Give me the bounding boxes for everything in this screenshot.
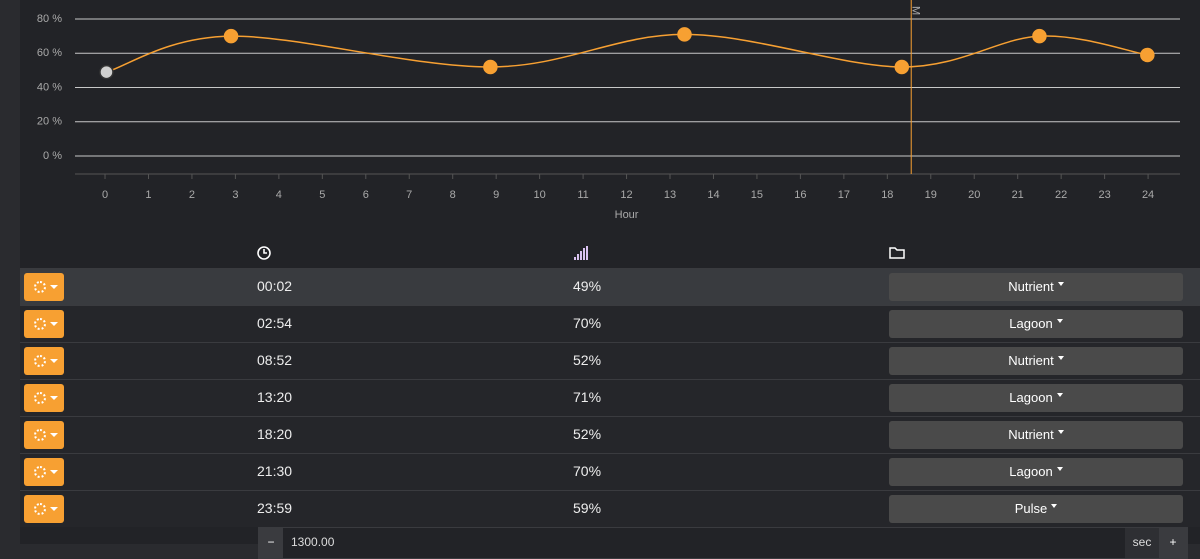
x-tick-label: 21	[1012, 189, 1024, 201]
clock-icon	[257, 246, 271, 260]
table-row: 18:20 52% Nutrient	[20, 416, 1200, 453]
time: 00:02	[257, 278, 293, 294]
chart: 0 %20 %40 %60 %80 %0 1 2 3 4 5 6 7 8 9 10 11 12 13 14 1…	[37, 0, 1180, 260]
time: 23:59	[257, 500, 293, 516]
x-tick-label: 5	[319, 189, 325, 201]
time: 02:54	[257, 315, 293, 331]
settings-button[interactable]	[24, 384, 64, 412]
program-dropdown[interactable]: Pulse	[889, 495, 1183, 523]
level: 59%	[573, 500, 602, 516]
x-tick-label: 15	[751, 189, 763, 201]
table-row: 21:30 70% Lagoon	[20, 453, 1200, 490]
y-tick-label: 20 %	[37, 116, 62, 128]
level: 49%	[573, 278, 602, 294]
x-tick-label: 10	[534, 189, 546, 201]
x-tick-label: 16	[794, 189, 806, 201]
level: 52%	[573, 426, 602, 442]
x-tick-label: 12	[620, 189, 632, 201]
x-tick-label: 23	[1098, 189, 1110, 201]
point	[483, 59, 498, 75]
gear-icon	[34, 466, 46, 478]
y-tick-label: 0 %	[43, 150, 62, 162]
page: 0 % 20 % 40 % 60 % 80 % 0 1 2 3 4 5 6 7 8 9 10 11 12 13 14 1…	[0, 0, 1200, 544]
value-input[interactable]: 1300.00	[291, 535, 335, 549]
x-tick-label: 17	[838, 189, 850, 201]
point	[894, 59, 910, 75]
table-row: 00:02 49% Nutrient	[20, 268, 1200, 305]
gear-icon	[34, 318, 46, 330]
level: 70%	[573, 315, 602, 331]
table-row: 23:59 59% Pulse	[20, 490, 1200, 527]
x-tick-label: 20	[968, 189, 980, 201]
gear-icon	[34, 429, 46, 441]
x-tick-label: 22	[1055, 189, 1067, 201]
y-tick-label: 40 %	[37, 81, 62, 93]
x-tick-label: 19	[925, 189, 937, 201]
program-dropdown[interactable]: Lagoon	[889, 458, 1183, 486]
point	[1140, 47, 1155, 63]
folder-icon	[889, 247, 905, 259]
x-tick-label: 18	[881, 189, 893, 201]
program-dropdown[interactable]: Lagoon	[889, 384, 1183, 412]
time: 21:30	[257, 463, 293, 479]
plus-button[interactable]: +	[1159, 528, 1187, 558]
level: 71%	[573, 389, 602, 405]
x-tick-label: 2	[189, 189, 195, 201]
level: 52%	[573, 352, 602, 368]
y-tick-label: 80 %	[37, 13, 62, 25]
x-tick-label: 14	[707, 189, 719, 201]
table-row: 08:52 52% Nutrient	[20, 342, 1200, 379]
program-dropdown[interactable]: Nutrient	[889, 273, 1183, 301]
program-dropdown[interactable]: Lagoon	[889, 310, 1183, 338]
time: 18:20	[257, 426, 293, 442]
gear-icon	[34, 281, 46, 293]
settings-button[interactable]	[24, 495, 64, 523]
x-axis-label: Hour	[615, 209, 639, 221]
minus-button[interactable]: −	[259, 528, 283, 558]
x-tick-label: 13	[664, 189, 676, 201]
program-dropdown[interactable]: Nutrient	[889, 421, 1183, 449]
x-tick-label: 4	[276, 189, 282, 201]
settings-button[interactable]	[24, 310, 64, 338]
x-tick-label: 9	[493, 189, 499, 201]
table-row: 13:20 71% Lagoon	[20, 379, 1200, 416]
gear-icon	[34, 392, 46, 404]
point	[99, 64, 114, 80]
x-tick-label: 11	[577, 189, 588, 201]
series-line	[106, 33, 1148, 73]
settings-button[interactable]	[24, 273, 64, 301]
x-tick-label: 24	[1142, 189, 1154, 201]
x-tick-label: 8	[450, 189, 456, 201]
now-label: M	[909, 6, 921, 15]
program-dropdown[interactable]: Nutrient	[889, 347, 1183, 375]
x-tick-label: 3	[232, 189, 238, 201]
settings-button[interactable]	[24, 347, 64, 375]
signal-icon	[574, 246, 588, 260]
time: 13:20	[257, 389, 293, 405]
point	[223, 28, 239, 44]
point	[677, 27, 692, 42]
settings-button[interactable]	[24, 421, 64, 449]
point	[1032, 28, 1047, 44]
table-row: 02:54 70% Lagoon	[20, 305, 1200, 342]
level: 70%	[573, 463, 602, 479]
time: 08:52	[257, 352, 293, 368]
x-tick-label: 1	[145, 189, 151, 201]
gear-icon	[34, 503, 46, 515]
footer-input: −1300.00 sec +	[258, 527, 1188, 559]
settings-button[interactable]	[24, 458, 64, 486]
x-tick-label: 6	[363, 189, 369, 201]
x-tick-label: 0	[102, 189, 108, 201]
y-tick-label: 60 %	[37, 47, 62, 59]
x-tick-label: 7	[406, 189, 412, 201]
unit: sec	[1125, 528, 1159, 558]
gear-icon	[34, 355, 46, 367]
